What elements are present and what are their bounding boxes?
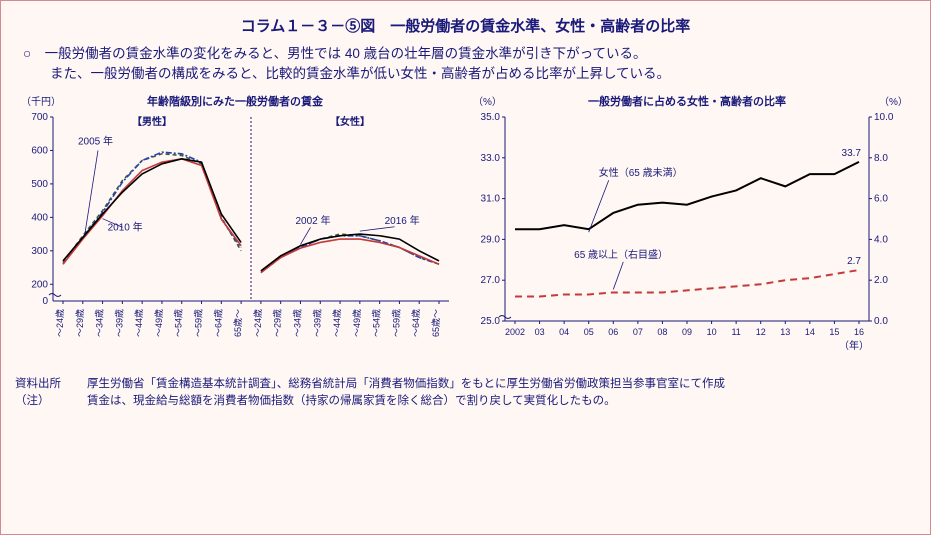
source-label: 資料出所	[15, 376, 87, 393]
desc-line2: また、一般労働者の構成をみると、比較的賃金水準が低い女性・高齢者が占める比率が上…	[23, 64, 908, 84]
svg-text:～29歳: ～29歳	[74, 309, 85, 337]
desc-line1: ○ 一般労働者の賃金水準の変化をみると、男性では 40 歳台の壮年層の賃金水準が…	[23, 44, 908, 64]
svg-text:04: 04	[559, 327, 569, 337]
svg-text:200: 200	[31, 279, 48, 290]
note-text: 賃金は、現金給与総額を消費者物価指数（持家の帰属家賃を除く総合）で割り戻して実質…	[87, 395, 616, 407]
note-label: （注）	[15, 393, 87, 410]
svg-text:～64歳: ～64歳	[410, 309, 421, 337]
svg-text:07: 07	[633, 327, 643, 337]
svg-text:15: 15	[829, 327, 839, 337]
svg-text:～59歳: ～59歳	[193, 309, 204, 337]
left-chart-svg: 年齢階級別にみた一般労働者の賃金 （千円） 200 300 400 500 600 700 0 【…	[15, 93, 455, 363]
charts-row: 年齢階級別にみた一般労働者の賃金 （千円） 200 300 400 500 600 700 0 【…	[15, 93, 916, 368]
svg-text:13: 13	[780, 327, 790, 337]
svg-text:【女性】: 【女性】	[330, 115, 370, 128]
svg-text:4.0: 4.0	[874, 234, 888, 245]
svg-text:03: 03	[535, 327, 545, 337]
svg-text:33.7: 33.7	[842, 147, 862, 158]
svg-text:～34歳: ～34歳	[291, 309, 302, 337]
svg-text:300: 300	[31, 245, 48, 256]
svg-text:35.0: 35.0	[481, 112, 501, 123]
svg-text:～29歳: ～29歳	[272, 309, 283, 337]
svg-text:11: 11	[731, 327, 740, 337]
svg-text:～64歳: ～64歳	[212, 309, 223, 337]
svg-text:600: 600	[31, 145, 48, 156]
svg-text:09: 09	[682, 327, 692, 337]
description: ○ 一般労働者の賃金水準の変化をみると、男性では 40 歳台の壮年層の賃金水準が…	[23, 44, 908, 85]
left-chart: 年齢階級別にみた一般労働者の賃金 （千円） 200 300 400 500 600 700 0 【…	[15, 93, 455, 368]
svg-text:2.7: 2.7	[847, 256, 861, 267]
svg-text:2016 年: 2016 年	[385, 214, 420, 227]
svg-text:女性（65 歳未満）: 女性（65 歳未満）	[599, 166, 683, 179]
svg-text:0.0: 0.0	[874, 316, 888, 327]
svg-text:10: 10	[707, 327, 717, 337]
svg-text:年齢階級別にみた一般労働者の賃金: 年齢階級別にみた一般労働者の賃金	[147, 94, 324, 108]
svg-text:0: 0	[42, 296, 48, 307]
svg-text:～24歳: ～24歳	[252, 309, 263, 337]
svg-text:65歳～: 65歳～	[232, 309, 243, 337]
svg-text:2002 年: 2002 年	[295, 214, 330, 227]
source-text: 厚生労働省「賃金構造基本統計調査」、総務省統計局「消費者物価指数」をもとに厚生労…	[87, 378, 725, 390]
svg-text:～39歳: ～39歳	[311, 309, 322, 337]
svg-text:～34歳: ～34歳	[94, 309, 105, 337]
figure-title: コラム１－３－⑤図 一般労働者の賃金水準、女性・高齢者の比率	[15, 15, 916, 36]
svg-text:～24歳: ～24歳	[54, 309, 65, 337]
svg-text:500: 500	[31, 178, 48, 189]
right-chart: 一般労働者に占める女性・高齢者の比率 （%） （%） 25.0 27.0 29.0 31.0…	[467, 93, 907, 368]
svg-text:12: 12	[756, 327, 766, 337]
svg-text:一般労働者に占める女性・高齢者の比率: 一般労働者に占める女性・高齢者の比率	[588, 94, 786, 108]
svg-text:【男性】: 【男性】	[132, 115, 172, 128]
svg-text:6.0: 6.0	[874, 193, 888, 204]
svg-text:10.0: 10.0	[874, 112, 894, 123]
svg-text:～59歳: ～59歳	[390, 309, 401, 337]
svg-text:（%）: （%）	[473, 96, 502, 108]
svg-text:65歳～: 65歳～	[430, 309, 441, 337]
svg-text:2002: 2002	[505, 327, 525, 337]
right-chart-svg: 一般労働者に占める女性・高齢者の比率 （%） （%） 25.0 27.0 29.0 31.0…	[467, 93, 907, 363]
svg-text:25.0: 25.0	[481, 316, 501, 327]
svg-text:400: 400	[31, 212, 48, 223]
svg-text:06: 06	[608, 327, 618, 337]
svg-text:～49歳: ～49歳	[351, 309, 362, 337]
svg-text:（年）: （年）	[839, 339, 869, 352]
svg-text:（千円）: （千円）	[21, 96, 61, 108]
svg-text:2005 年: 2005 年	[78, 134, 113, 147]
svg-text:16: 16	[854, 327, 864, 337]
svg-text:27.0: 27.0	[481, 275, 501, 286]
svg-text:8.0: 8.0	[874, 152, 888, 163]
svg-text:～54歳: ～54歳	[173, 309, 184, 337]
svg-text:31.0: 31.0	[481, 193, 501, 204]
svg-text:2.0: 2.0	[874, 275, 888, 286]
svg-text:08: 08	[657, 327, 667, 337]
svg-text:05: 05	[584, 327, 594, 337]
svg-text:2010 年: 2010 年	[108, 220, 143, 233]
svg-text:～39歳: ～39歳	[113, 309, 124, 337]
svg-text:～54歳: ～54歳	[371, 309, 382, 337]
page: コラム１－３－⑤図 一般労働者の賃金水準、女性・高齢者の比率 ○ 一般労働者の賃…	[0, 0, 931, 535]
svg-text:～44歳: ～44歳	[133, 309, 144, 337]
svg-text:33.0: 33.0	[481, 152, 501, 163]
svg-text:～49歳: ～49歳	[153, 309, 164, 337]
footer: 資料出所厚生労働省「賃金構造基本統計調査」、総務省統計局「消費者物価指数」をもと…	[15, 376, 916, 411]
svg-text:～44歳: ～44歳	[331, 309, 342, 337]
svg-text:700: 700	[31, 112, 48, 123]
svg-text:65 歳以上（右目盛）: 65 歳以上（右目盛）	[574, 247, 668, 260]
svg-text:14: 14	[805, 327, 815, 337]
svg-text:29.0: 29.0	[481, 234, 501, 245]
svg-text:（%）: （%）	[879, 96, 907, 108]
